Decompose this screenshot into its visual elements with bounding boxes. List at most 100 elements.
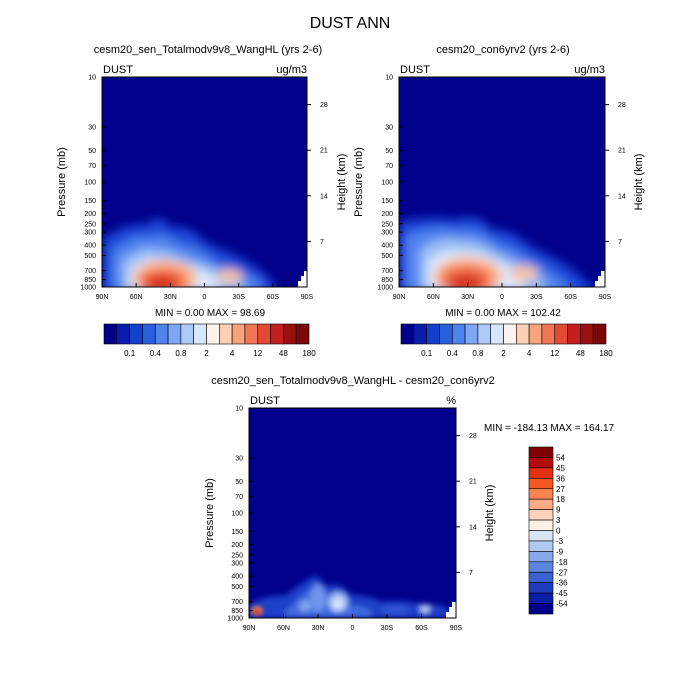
x-tick-label: 30S [530, 294, 543, 301]
panel-3-stats: MIN = -184.13 MAX = 164.17 [484, 423, 615, 434]
colorbar-label: 45 [556, 464, 565, 473]
colorbar-swatch [451, 323, 466, 345]
colorbar-label: 48 [576, 349, 585, 358]
colorbar-swatch [244, 323, 259, 345]
panel-1-ylabel: Pressure (mb) [56, 147, 68, 217]
colorbar-label: -36 [556, 579, 568, 588]
colorbar-swatch [154, 323, 169, 345]
panel-2-title: cesm20_con6yrv2 (yrs 2-6) [436, 44, 569, 56]
y-tick-label: 1000 [80, 285, 96, 292]
panel-1-right-axis: 28 21 14 7 [307, 102, 328, 246]
colorbar-swatch [257, 323, 271, 345]
colorbar-swatch [516, 323, 530, 345]
colorbar-label: 9 [556, 506, 561, 515]
y-tick-label: 250 [381, 221, 393, 228]
panel-3-ylabel: Pressure (mb) [204, 478, 216, 548]
colorbar-swatch [439, 323, 453, 345]
colorbar-label: 0.1 [124, 349, 136, 358]
y-tick-label: 700 [84, 268, 96, 275]
y-tick-label: 10 [88, 75, 96, 82]
panel-1-field [102, 77, 307, 287]
colorbar-swatch [231, 323, 246, 345]
main-title: DUST ANN [310, 15, 391, 32]
panel-1: cesm20_sen_Totalmodv9v8_WangHL (yrs 2-6)… [56, 44, 348, 358]
height-tick-label: 7 [469, 570, 473, 577]
colorbar-swatch [464, 323, 479, 345]
y-tick-label: 30 [88, 125, 96, 132]
colorbar-label: 18 [556, 495, 565, 504]
colorbar-swatch [592, 323, 607, 345]
panel-3-title: cesm20_sen_Totalmodv9v8_WangHL - cesm20_… [211, 375, 495, 387]
colorbar-label: 0.4 [447, 349, 459, 358]
y-tick-label: 300 [231, 561, 243, 568]
y-tick-label: 200 [381, 211, 393, 218]
colorbar-label: 48 [279, 349, 288, 358]
y-tick-label: 300 [84, 230, 96, 237]
colorbar-label: -27 [556, 568, 568, 577]
x-tick-label: 0 [203, 294, 207, 301]
y-tick-label: 150 [231, 529, 243, 536]
panel-2-corner-left: DUST [400, 64, 430, 76]
colorbar-swatch [295, 323, 310, 345]
colorbar-label: -9 [556, 547, 564, 556]
colorbar-label: 4 [527, 349, 532, 358]
y-tick-label: 30 [385, 125, 393, 132]
x-tick-label: 60N [427, 294, 440, 301]
y-tick-label: 850 [84, 277, 96, 284]
panel-2-right-axis: 28 21 14 7 [605, 102, 626, 246]
y-tick-label: 500 [84, 253, 96, 260]
panel-3: cesm20_sen_Totalmodv9v8_WangHL - cesm20_… [204, 375, 615, 632]
panel-1-x-axis: 90N 60N 30N 0 30S 60S 90S [96, 283, 314, 301]
colorbar-swatch [528, 498, 554, 510]
colorbar-swatch [142, 323, 156, 345]
y-tick-label: 150 [84, 198, 96, 205]
colorbar-label: 180 [599, 349, 613, 358]
colorbar-swatch [426, 323, 440, 345]
y-tick-label: 30 [235, 456, 243, 463]
panel-1-title: cesm20_sen_Totalmodv9v8_WangHL (yrs 2-6) [94, 44, 322, 56]
y-tick-label: 1000 [377, 285, 393, 292]
panel-2-field [399, 77, 605, 287]
height-tick-label: 7 [320, 239, 324, 246]
x-tick-label: 90N [96, 294, 109, 301]
colorbar-swatch [116, 323, 130, 345]
x-tick-label: 60S [564, 294, 577, 301]
colorbar-swatch [528, 446, 554, 458]
colorbar-swatch [528, 561, 554, 573]
y-tick-label: 10 [385, 75, 393, 82]
colorbar-label: 0.8 [472, 349, 484, 358]
y-tick-label: 500 [231, 584, 243, 591]
colorbar-swatch [528, 457, 554, 469]
height-tick-label: 21 [469, 479, 477, 486]
y-tick-label: 100 [231, 511, 243, 518]
y-tick-label: 70 [385, 163, 393, 170]
colorbar-swatch [528, 551, 554, 563]
colorbar-swatch [129, 323, 143, 345]
panel-3-x-axis: 90N 60N 30N 0 30S 60S 90S [243, 614, 463, 632]
y-tick-label: 50 [88, 148, 96, 155]
x-tick-label: 30N [164, 294, 177, 301]
y-tick-label: 70 [235, 494, 243, 501]
height-tick-label: 14 [320, 193, 328, 200]
panel-2-ylabel: Pressure (mb) [353, 147, 365, 217]
x-tick-label: 90N [393, 294, 406, 301]
panel-3-corner-left: DUST [250, 395, 280, 407]
x-tick-label: 30S [232, 294, 245, 301]
colorbar-swatch [528, 592, 554, 604]
colorbar-swatch [283, 323, 297, 345]
colorbar-label: 2 [501, 349, 506, 358]
colorbar-swatch [580, 323, 594, 345]
x-tick-label: 60S [267, 294, 280, 301]
panel-2-ylabel-right: Height (km) [633, 154, 645, 211]
colorbar-swatch [541, 323, 556, 345]
colorbar-swatch [528, 488, 554, 500]
x-tick-label: 90S [301, 294, 314, 301]
colorbar-swatch [270, 323, 284, 345]
panel-3-right-axis: 28 21 14 7 [456, 433, 477, 577]
y-tick-label: 50 [385, 148, 393, 155]
panel-2-colorbar: 0.1 0.4 0.8 2 4 12 48 180 [400, 323, 613, 358]
y-tick-label: 100 [84, 180, 96, 187]
height-tick-label: 21 [618, 148, 626, 155]
